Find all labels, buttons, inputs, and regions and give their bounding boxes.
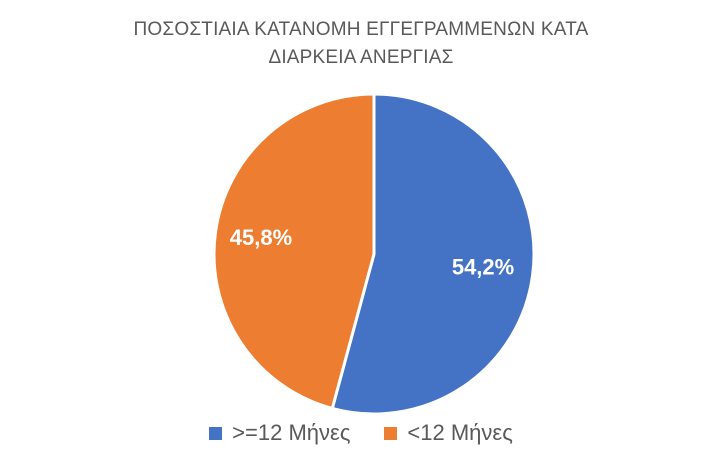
- chart-title-line-1: ΠΟΣΟΣΤΙΑΙΑ ΚΑΤΑΝΟΜΗ ΕΓΓΕΓΡΑΜΜΕΝΩΝ ΚΑΤΑ: [133, 19, 589, 40]
- legend-swatch-lt-12-months: [384, 426, 398, 440]
- data-label-lt-12-months: 45,8%: [230, 225, 292, 250]
- legend-item-ge-12-months: >=12 Μήνες: [209, 420, 350, 446]
- pie-slice-lt-12-months: [212, 92, 376, 410]
- legend: >=12 Μήνες <12 Μήνες: [0, 420, 722, 446]
- legend-item-lt-12-months: <12 Μήνες: [384, 420, 513, 446]
- chart-title: ΠΟΣΟΣΤΙΑΙΑ ΚΑΤΑΝΟΜΗ ΕΓΓΕΓΡΑΜΜΕΝΩΝ ΚΑΤΑ Δ…: [0, 16, 722, 72]
- data-label-ge-12-months: 54,2%: [452, 255, 514, 280]
- legend-label-ge-12-months: >=12 Μήνες: [232, 420, 351, 445]
- legend-label-lt-12-months: <12 Μήνες: [407, 420, 513, 445]
- pie-slice-ge-12-months: [330, 92, 536, 416]
- chart-title-line-2: ΔΙΑΡΚΕΙΑ ΑΝΕΡΓΙΑΣ: [268, 47, 454, 68]
- legend-swatch-ge-12-months: [209, 426, 223, 440]
